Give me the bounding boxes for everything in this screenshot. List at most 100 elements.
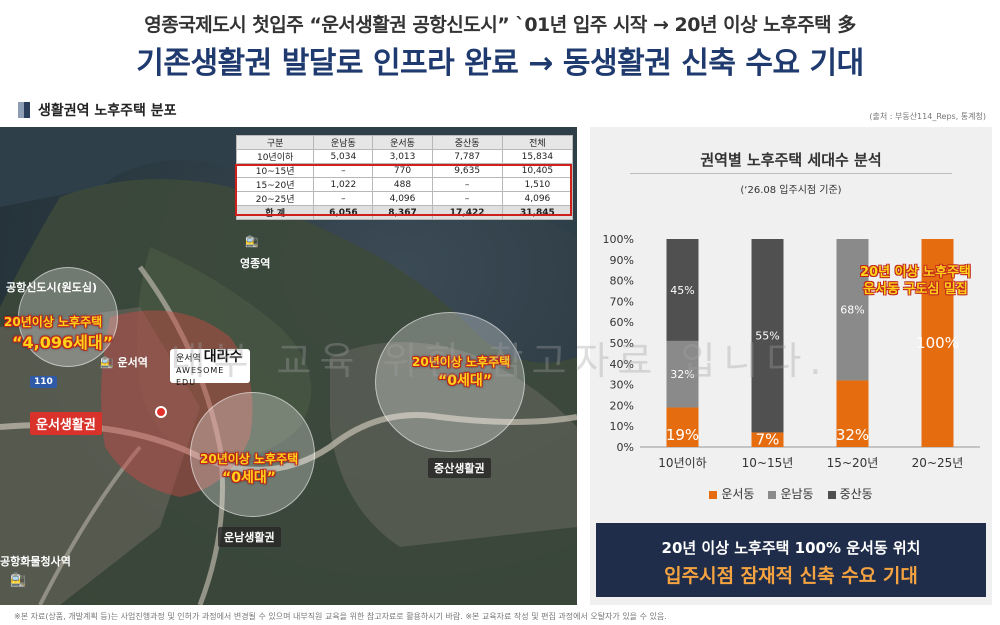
site-callout: 운서역 대라수 AWESOME EDU xyxy=(170,349,250,387)
table-row: 10~15년 – 770 9,635 10,405 xyxy=(235,163,574,178)
table-cell: 770 xyxy=(372,163,433,178)
jungsan-annotation-line2: “0세대” xyxy=(438,373,492,389)
unnam-zone-badge[interactable]: 운남생활권 xyxy=(218,527,281,547)
bar-segment xyxy=(921,239,954,447)
cargo-station-label[interactable]: 공항화물청사역 xyxy=(0,555,71,568)
chart-title-divider xyxy=(630,173,952,174)
y-tick-label: 80% xyxy=(610,275,634,288)
main-title: 기존생활권 발달로 인프라 완료 → 동생활권 신축 수요 기대 xyxy=(136,46,864,81)
table-cell: – xyxy=(431,191,503,206)
unseo-station-name: 운서역 xyxy=(117,356,148,369)
stacked-bar-chart: 0% 10% 20% 30% 40% 50% 60% 70% 80% 90% 100% 19% 32% 4… xyxy=(603,233,980,470)
data-label: 32% xyxy=(836,426,869,444)
bar-segment xyxy=(666,340,699,408)
y-tick-label: 30% xyxy=(610,379,634,392)
unnam-zone-circle xyxy=(190,392,315,517)
header: 영종국제도시 첫입주 “운서생활권 공항신도시” `01년 입주 시작 → 20… xyxy=(0,0,1000,95)
location-pin-icon[interactable] xyxy=(155,406,167,418)
table-row: 10년이하 5,034 3,013 7,787 15,834 xyxy=(235,149,574,164)
yeongjong-station-label[interactable]: 영종역 xyxy=(240,257,271,270)
summary-line2: 입주시점 잠재적 신축 수요 기대 xyxy=(664,565,918,587)
table-cell: 4,096 xyxy=(501,191,574,206)
chart-subtitle: (‘26.08 입주시점 기준) xyxy=(740,185,842,196)
footnote: ※본 자료(상품, 개발계획 등)는 사업진행과정 및 인허가 과정에서 변경될… xyxy=(14,612,667,621)
source-note: (출처 : 부동산114_Reps, 통계청) xyxy=(869,112,986,121)
table-cell: 10~15년 xyxy=(235,163,315,178)
summary-box: 20년 이상 노후주택 100% 운서동 위치 입주시점 잠재적 신축 수요 기… xyxy=(596,523,986,597)
data-label: 100% xyxy=(916,334,959,352)
data-label: 19% xyxy=(666,426,699,444)
chart-legend: 운서동 운남동 중산동 xyxy=(590,485,992,502)
bar-segment xyxy=(751,432,784,447)
jungsan-zone-circle xyxy=(375,312,525,452)
chart-annotation-line1: 20년 이상 노후주택 xyxy=(860,265,971,280)
chart-annotation: 20년 이상 노후주택 운서동 구도심 밀집 xyxy=(860,264,971,298)
table-cell: 5,034 xyxy=(313,149,374,164)
bar-segment xyxy=(836,380,869,447)
table-cell: 17,422 xyxy=(431,205,503,220)
unseo-station-label[interactable]: 🚉 운서역 xyxy=(100,354,148,370)
x-tick-label: 10~15년 xyxy=(742,456,794,470)
table-header-cell: 중산동 xyxy=(431,135,503,150)
table-header-cell: 구분 xyxy=(235,135,315,150)
table-cell: 20~25년 xyxy=(235,191,315,206)
table-cell: 10년이하 xyxy=(235,149,315,164)
x-tick-label: 10년이하 xyxy=(658,456,706,470)
table-row: 15~20년 1,022 488 – 1,510 xyxy=(235,177,574,192)
y-tick-label: 60% xyxy=(610,316,634,329)
section-marker-icon xyxy=(18,102,30,118)
x-tick-label: 15~20년 xyxy=(827,456,879,470)
bar-segment xyxy=(836,239,869,381)
bar-segment xyxy=(666,239,699,341)
callout-brand: 대라수 xyxy=(203,349,243,365)
legend-label: 운서동 xyxy=(721,487,755,501)
airport-city-zone xyxy=(18,267,118,367)
table-cell: 488 xyxy=(372,177,433,192)
chart-title: 권역별 노후주택 세대수 분석 xyxy=(700,151,882,169)
table-cell: 1,510 xyxy=(501,177,574,192)
y-tick-label: 20% xyxy=(610,399,634,412)
summary-line1: 20년 이상 노후주택 100% 운서동 위치 xyxy=(661,539,921,557)
sub-title: 영종국제도시 첫입주 “운서생활권 공항신도시” `01년 입주 시작 → 20… xyxy=(144,14,856,36)
data-label: 32% xyxy=(670,368,694,381)
unseo-zone-badge[interactable]: 운서생활권 xyxy=(30,412,102,435)
table-cell: 10,405 xyxy=(501,163,574,178)
table-header-cell: 전체 xyxy=(501,135,574,150)
y-tick-label: 50% xyxy=(610,337,634,350)
cargo-train-icon: 🚉 xyxy=(10,573,27,588)
section-label: 생활권역 노후주택 분포 xyxy=(38,103,177,119)
legend-item: 중산동 xyxy=(827,485,873,502)
highway-shield-icon: 110 xyxy=(30,376,57,388)
y-tick-label: 70% xyxy=(610,295,634,308)
chart-annotation-line2: 운서동 구도심 밀집 xyxy=(863,282,968,297)
table-cell: – xyxy=(313,191,374,206)
callout-station: 운서역 xyxy=(176,354,201,364)
table-cell: 15~20년 xyxy=(235,177,315,192)
unseo-annotation-line2: “4,096세대” xyxy=(12,333,114,352)
table-cell: 3,013 xyxy=(372,149,433,164)
legend-label: 운남동 xyxy=(780,487,814,501)
bar-segment xyxy=(666,407,699,447)
table-cell: 31,845 xyxy=(501,205,574,220)
table-cell: 6,056 xyxy=(313,205,374,220)
table-header-cell: 운남동 xyxy=(313,135,374,150)
y-tick-label: 10% xyxy=(610,420,634,433)
data-label: 68% xyxy=(840,304,864,317)
section-heading: 생활권역 노후주택 분포 xyxy=(18,100,177,120)
aging-housing-table: 구분 운남동 운서동 중산동 전체 10년이하 5,034 3,013 7,78… xyxy=(235,135,574,220)
legend-swatch xyxy=(768,490,777,499)
callout-en: AWESOME EDU xyxy=(176,366,225,387)
y-tick-label: 0% xyxy=(617,441,634,454)
y-tick-label: 100% xyxy=(603,233,634,246)
table-cell: 9,635 xyxy=(431,163,503,178)
y-tick-label: 40% xyxy=(610,358,634,371)
unnam-annotation-line1: 20년이상 노후주택 xyxy=(200,452,299,466)
table-cell: 8,367 xyxy=(372,205,433,220)
legend-swatch xyxy=(709,490,718,499)
jungsan-zone-badge[interactable]: 중산생활권 xyxy=(428,458,491,478)
data-label: 45% xyxy=(670,284,694,297)
table-cell: 4,096 xyxy=(372,191,433,206)
data-label: 7% xyxy=(756,431,780,449)
legend-swatch xyxy=(827,490,836,499)
chart-panel: 권역별 노후주택 세대수 분석 (‘26.08 입주시점 기준) 0% 10% 20… xyxy=(590,127,992,605)
